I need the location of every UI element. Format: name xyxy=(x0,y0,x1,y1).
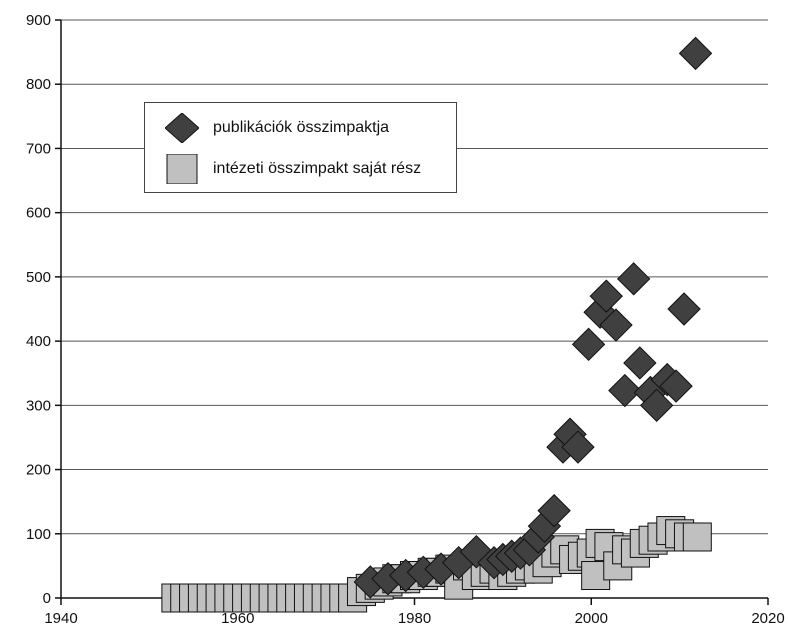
y-tick-label: 300 xyxy=(26,397,51,414)
data-point-diamond xyxy=(678,36,713,71)
x-tick-label: 1940 xyxy=(44,610,77,627)
data-point-diamond xyxy=(616,262,651,296)
diamond-marker-icon xyxy=(165,113,199,143)
data-point-diamond xyxy=(659,369,693,403)
data-point-diamond xyxy=(639,388,674,423)
data-point-diamond xyxy=(667,292,701,326)
x-tick-label: 2000 xyxy=(575,610,608,627)
x-tick-label: 1960 xyxy=(221,610,254,627)
series-publikaciok-osszimpaktja xyxy=(353,36,713,599)
x-tick-label: 2020 xyxy=(751,610,784,627)
y-tick-label: 900 xyxy=(26,12,51,29)
legend-label-publikaciok: publikációk összimpaktja xyxy=(213,119,390,136)
data-point-square xyxy=(682,522,712,552)
legend-entry-intezeti: intézeti összimpakt saját rész xyxy=(165,154,421,184)
data-point-diamond xyxy=(537,493,571,528)
y-tick-label: 0 xyxy=(43,590,51,607)
data-point-diamond xyxy=(623,346,657,380)
square-marker-icon xyxy=(166,154,198,184)
y-tick-label: 500 xyxy=(26,269,51,286)
legend-label-intezeti: intézeti összimpakt saját rész xyxy=(213,160,422,177)
data-point-diamond xyxy=(599,308,633,342)
data-point-diamond xyxy=(608,373,642,408)
grid-lines xyxy=(61,19,768,535)
legend-entry-publikaciok: publikációk összimpaktja xyxy=(165,113,389,143)
y-tick-label: 600 xyxy=(26,205,51,222)
y-tick-label: 800 xyxy=(26,76,51,93)
y-tick-label: 700 xyxy=(26,140,51,157)
legend: publikációk összimpaktja intézeti összim… xyxy=(144,102,457,193)
data-point-diamond xyxy=(571,327,606,362)
y-tick-label: 400 xyxy=(26,333,51,350)
data-point-diamond xyxy=(561,430,595,464)
x-tick-label: 1980 xyxy=(398,610,431,627)
data-point-diamond xyxy=(589,279,623,313)
y-tick-label: 200 xyxy=(26,462,51,479)
tick-labels: 0 100 200 300 400 500 600 700 800 900 1940 1960 1980… xyxy=(26,12,785,627)
y-tick-label: 100 xyxy=(26,526,51,543)
